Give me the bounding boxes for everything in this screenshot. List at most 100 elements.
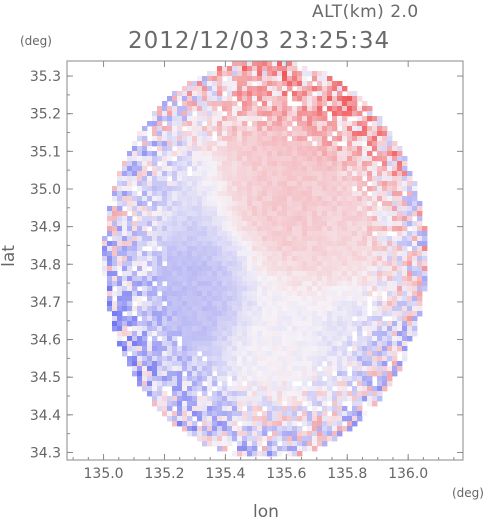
heatmap-cell: [227, 186, 233, 192]
heatmap-cell: [237, 316, 243, 322]
heatmap-cell: [147, 161, 153, 167]
heatmap-cell: [272, 316, 278, 322]
heatmap-cell: [367, 336, 373, 342]
heatmap-cell: [237, 141, 243, 147]
heatmap-cell: [392, 286, 398, 292]
heatmap-cell: [312, 276, 318, 282]
heatmap-cell: [257, 436, 263, 442]
heatmap-cell: [192, 241, 198, 247]
heatmap-cell: [392, 221, 398, 227]
heatmap-cell: [152, 391, 158, 397]
heatmap-cell: [127, 196, 133, 202]
heatmap-cell: [162, 211, 168, 217]
heatmap-cell: [287, 426, 293, 432]
heatmap-cell: [227, 136, 233, 142]
heatmap-cell: [222, 241, 228, 247]
heatmap-cell: [157, 276, 163, 282]
heatmap-cell: [332, 351, 338, 357]
heatmap-cell: [412, 316, 418, 322]
heatmap-cell: [407, 316, 413, 322]
x-tick-label: 136.0: [388, 466, 428, 482]
heatmap-cell: [352, 306, 358, 312]
heatmap-cell: [147, 316, 153, 322]
heatmap-cell: [207, 146, 213, 152]
heatmap-cell: [377, 326, 383, 332]
heatmap-cell: [107, 241, 113, 247]
heatmap-cell: [122, 291, 128, 297]
heatmap-cell: [347, 356, 353, 362]
heatmap-cell: [127, 236, 133, 242]
heatmap-cell: [242, 136, 248, 142]
heatmap-cell: [222, 316, 228, 322]
heatmap-cell: [252, 416, 258, 422]
heatmap-cell: [367, 166, 373, 172]
heatmap-cell: [137, 371, 143, 377]
heatmap-cell: [107, 211, 113, 217]
heatmap-cell: [262, 141, 268, 147]
heatmap-cell: [227, 356, 233, 362]
heatmap-cell: [222, 211, 228, 217]
heatmap-cell: [387, 341, 393, 347]
heatmap-cell: [297, 291, 303, 297]
heatmap-cell: [132, 166, 138, 172]
heatmap-cell: [232, 326, 238, 332]
heatmap-cell: [297, 326, 303, 332]
heatmap-cell: [382, 306, 388, 312]
heatmap-cell: [392, 171, 398, 177]
heatmap-cell: [202, 421, 208, 427]
heatmap-cell: [192, 331, 198, 337]
heatmap-cell: [372, 261, 378, 267]
heatmap-cell: [252, 66, 258, 72]
heatmap-cell: [362, 146, 368, 152]
heatmap-cell: [287, 361, 293, 367]
heatmap-cell: [212, 76, 218, 82]
heatmap-cell: [372, 286, 378, 292]
heatmap-cell: [177, 181, 183, 187]
heatmap-cell: [297, 411, 303, 417]
heatmap-cell: [252, 406, 258, 412]
heatmap-cell: [332, 301, 338, 307]
heatmap-cell: [252, 421, 258, 427]
heatmap-cell: [107, 276, 113, 282]
heatmap-cell: [162, 341, 168, 347]
heatmap-cell: [377, 271, 383, 277]
heatmap-cell: [242, 166, 248, 172]
heatmap-cell: [327, 316, 333, 322]
heatmap-cell: [307, 146, 313, 152]
heatmap-cell: [157, 286, 163, 292]
heatmap-cell: [267, 401, 273, 407]
heatmap-cell: [297, 361, 303, 367]
heatmap-cell: [127, 191, 133, 197]
heatmap-cell: [292, 416, 298, 422]
heatmap-cell: [292, 346, 298, 352]
heatmap-cell: [112, 281, 118, 287]
heatmap-cell: [217, 436, 223, 442]
heatmap-cell: [242, 126, 248, 132]
heatmap-cell: [112, 246, 118, 252]
heatmap-cell: [227, 96, 233, 102]
heatmap-cell: [382, 181, 388, 187]
heatmap-cell: [292, 166, 298, 172]
heatmap-cell: [317, 171, 323, 177]
heatmap-cell: [122, 241, 128, 247]
heatmap-cell: [267, 236, 273, 242]
heatmap-cell: [302, 411, 308, 417]
heatmap-cell: [262, 91, 268, 97]
heatmap-cell: [292, 436, 298, 442]
heatmap-cell: [362, 106, 368, 112]
heatmap-cell: [162, 106, 168, 112]
heatmap-cell: [247, 296, 253, 302]
heatmap-cell: [172, 321, 178, 327]
heatmap-cell: [282, 71, 288, 77]
heatmap-cell: [122, 191, 128, 197]
heatmap-cell: [182, 116, 188, 122]
heatmap-cell: [162, 241, 168, 247]
heatmap-cell: [277, 246, 283, 252]
heatmap-cell: [237, 116, 243, 122]
heatmap-cell: [282, 226, 288, 232]
heatmap-cell: [117, 246, 123, 252]
heatmap-cell: [232, 201, 238, 207]
heatmap-cell: [227, 401, 233, 407]
heatmap-cell: [417, 301, 423, 307]
chart-title-timestamp: 2012/12/03 23:25:34: [128, 28, 391, 54]
